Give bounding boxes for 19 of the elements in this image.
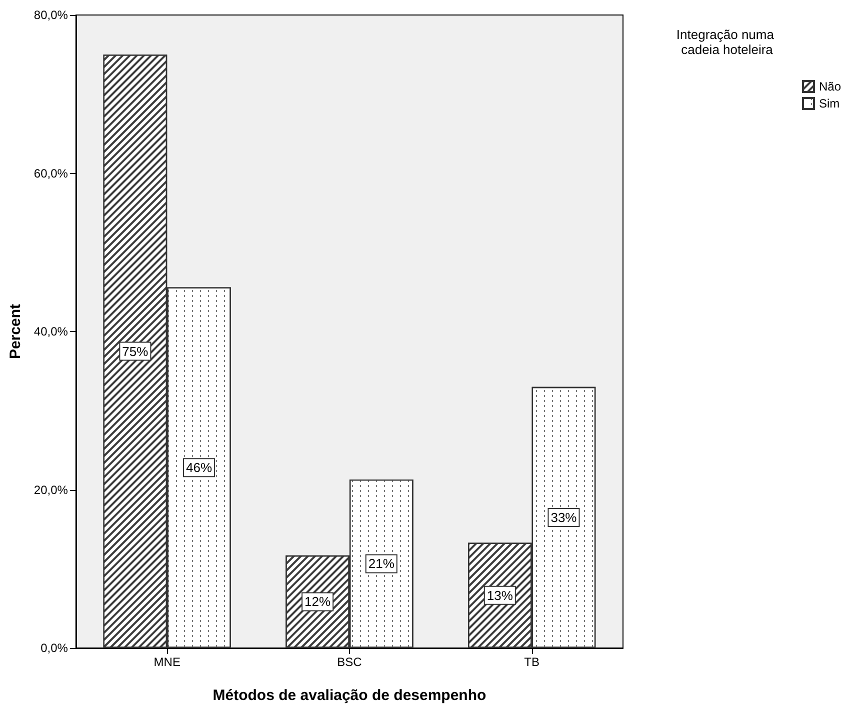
legend-label: Não (818, 80, 842, 94)
x-axis-title: Métodos de avaliação de desempenho (212, 687, 486, 704)
y-tick-label: 60,0% (34, 166, 68, 180)
x-tick-label: TB (524, 655, 540, 669)
y-axis-title: Percent (7, 304, 24, 360)
y-tick-label: 0,0% (40, 641, 68, 655)
data-label: 75% (122, 344, 149, 359)
data-label: 46% (186, 460, 212, 476)
y-tick-label: 20,0% (34, 482, 68, 497)
y-tick-label: 40,0% (34, 324, 68, 338)
legend-label: Sim (818, 96, 840, 110)
x-tick-label: MNE (154, 655, 180, 669)
data-label: 33% (550, 510, 578, 525)
legend-title: Integração numa cadeia hoteleira (676, 27, 778, 57)
data-label: 21% (368, 556, 395, 572)
data-label: 12% (304, 594, 331, 610)
x-tick-label: BSC (337, 655, 362, 669)
y-tick-label: 80,0% (34, 8, 68, 22)
data-label: 13% (486, 588, 514, 603)
